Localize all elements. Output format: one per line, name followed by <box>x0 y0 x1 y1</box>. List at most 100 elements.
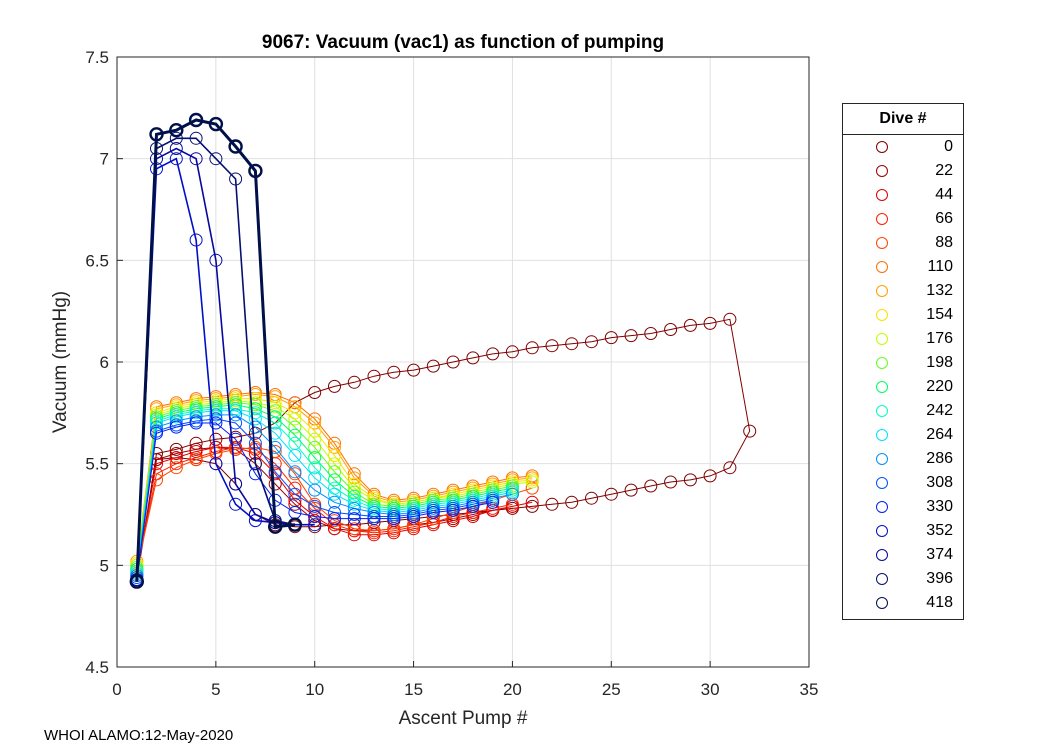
data-point <box>743 424 757 438</box>
data-point <box>664 323 678 336</box>
data-point <box>169 461 183 475</box>
data-point <box>347 512 361 526</box>
legend-label: 330 <box>926 498 953 515</box>
x-tick-label: 35 <box>800 680 819 699</box>
legend-item: 286 <box>843 447 963 471</box>
y-axis-label: Vacuum (mmHg) <box>50 291 71 433</box>
legend-marker-icon <box>876 237 888 249</box>
series-layer <box>129 112 757 589</box>
data-point <box>328 449 341 462</box>
data-point <box>229 432 243 446</box>
data-point <box>209 457 223 471</box>
data-point <box>189 453 203 467</box>
series-line <box>136 404 513 570</box>
data-point <box>347 467 361 481</box>
ticks: 0 5 10 15 20 25 30 35 4.5 5 5.5 6 6.5 7 7.5 <box>85 48 818 699</box>
x-tick-label: 0 <box>112 680 121 699</box>
legend-label: 286 <box>926 450 953 467</box>
data-point <box>486 347 500 361</box>
series-line <box>136 393 533 562</box>
data-point <box>624 329 638 343</box>
data-point <box>189 131 203 145</box>
data-point <box>545 339 559 353</box>
data-point <box>525 341 539 355</box>
x-tick-label: 5 <box>211 680 220 699</box>
series-330 <box>130 416 500 587</box>
x-tick-label: 15 <box>404 680 423 699</box>
legend-label: 154 <box>926 306 953 323</box>
data-point <box>328 473 341 487</box>
data-point <box>308 461 322 475</box>
data-point <box>129 574 145 589</box>
legend-label: 308 <box>926 474 953 491</box>
legend-item: 352 <box>843 519 963 543</box>
data-point <box>328 379 341 393</box>
legend-label: 198 <box>926 354 953 371</box>
legend-item: 374 <box>843 543 963 567</box>
footer-text: WHOI ALAMO:12-May-2020 <box>44 727 234 744</box>
data-point <box>209 416 223 430</box>
x-axis-label: Ascent Pump # <box>399 708 528 729</box>
data-point <box>169 457 183 471</box>
data-point <box>169 152 183 166</box>
legend-marker-icon <box>876 453 888 465</box>
data-point <box>169 142 183 155</box>
data-point <box>248 412 262 426</box>
data-point <box>149 127 164 142</box>
data-point <box>248 467 262 481</box>
legend-marker-icon <box>876 381 888 393</box>
data-point <box>407 363 421 377</box>
data-point <box>189 152 203 166</box>
data-point <box>169 420 183 434</box>
data-point <box>703 316 717 330</box>
data-point <box>229 172 243 186</box>
data-point <box>229 477 243 491</box>
data-point <box>268 519 283 534</box>
data-point <box>287 517 303 532</box>
legend-item: 154 <box>843 303 963 327</box>
data-point <box>288 465 302 479</box>
x-tick-label: 20 <box>503 680 522 699</box>
legend-item: 330 <box>843 495 963 519</box>
data-point <box>505 345 519 359</box>
data-point <box>188 112 204 128</box>
legend-marker-icon <box>876 525 888 537</box>
series-line <box>136 446 533 570</box>
data-point <box>723 461 737 475</box>
legend-item: 176 <box>843 327 963 351</box>
data-point <box>228 139 243 154</box>
data-point <box>169 410 183 424</box>
data-point <box>268 445 282 458</box>
legend-marker-icon <box>876 405 888 417</box>
data-point <box>288 497 302 511</box>
legend-marker-icon <box>876 141 888 153</box>
legend-marker-icon <box>876 429 888 441</box>
data-point <box>248 436 262 450</box>
data-point <box>288 487 302 501</box>
series-line <box>136 398 533 564</box>
legend-marker-icon <box>876 597 888 609</box>
legend-label: 0 <box>944 138 953 155</box>
data-point <box>248 398 262 412</box>
data-point <box>604 331 618 345</box>
legend-title: Dive # <box>843 104 963 135</box>
data-point <box>248 402 262 416</box>
legend-item: 22 <box>843 159 963 183</box>
data-point <box>347 493 361 507</box>
data-point <box>387 365 401 379</box>
data-point <box>525 495 539 509</box>
legend-label: 176 <box>926 330 953 347</box>
data-point <box>407 510 421 523</box>
data-point <box>367 369 381 383</box>
series-line <box>136 137 296 582</box>
y-tick-label: 5 <box>100 556 109 575</box>
data-point <box>169 122 184 138</box>
data-point <box>644 327 658 340</box>
legend-items: 0 22 44 66 88 110 132 154 176 198 220 242 264 286 308 3… <box>843 135 963 615</box>
legend-marker-icon <box>876 549 888 561</box>
series-418 <box>129 112 303 589</box>
data-point <box>308 386 322 399</box>
series-line <box>136 318 751 580</box>
series-line <box>136 147 295 580</box>
data-point <box>328 487 341 501</box>
